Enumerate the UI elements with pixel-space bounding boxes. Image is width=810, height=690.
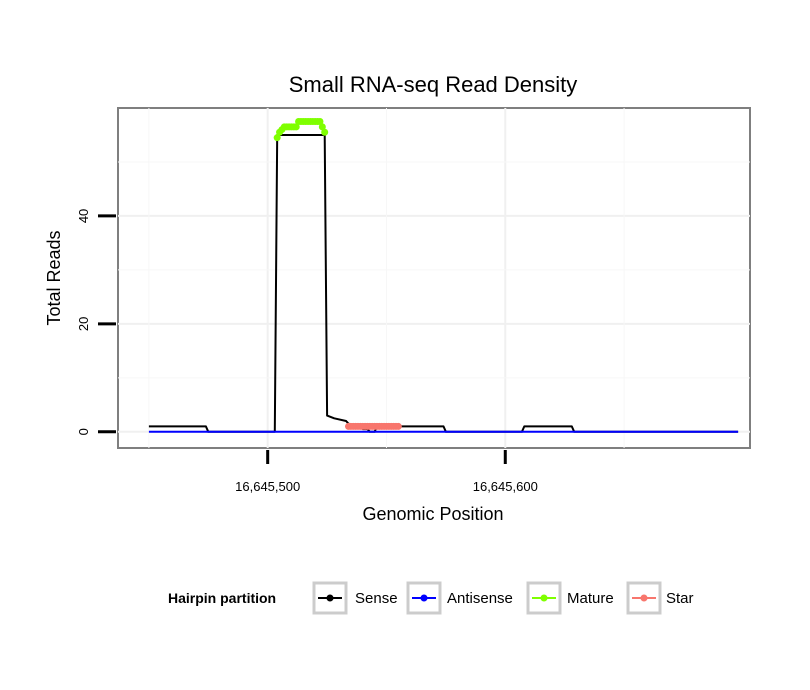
legend-key-marker (420, 594, 428, 602)
y-tick-label: 20 (76, 317, 91, 331)
legend-label: Sense (355, 590, 398, 607)
x-tick-label: 16,645,600 (473, 479, 538, 494)
x-axis-title: Genomic Position (362, 504, 503, 524)
legend-label: Star (666, 590, 694, 607)
legend-item-star: Star (626, 581, 694, 615)
legend-label: Antisense (447, 590, 513, 607)
legend-item-sense: Sense (312, 581, 398, 615)
x-tick-label: 16,645,500 (235, 479, 300, 494)
legend-key-marker (326, 594, 334, 602)
legend-key-marker (540, 594, 548, 602)
legend-title: Hairpin partition (168, 590, 276, 606)
legend-label: Mature (567, 590, 614, 607)
data-point-mature (318, 123, 326, 131)
series-layer (148, 117, 739, 433)
legend-item-mature: Mature (526, 581, 614, 615)
data-point-mature (321, 128, 329, 136)
y-tick-label: 40 (76, 209, 91, 223)
data-point-mature (316, 117, 324, 125)
legend: Hairpin partition Sense Antisense Mature St… (168, 581, 694, 615)
legend-item-antisense: Antisense (406, 581, 513, 615)
chart-title: Small RNA-seq Read Density (289, 72, 578, 97)
axes: 16,645,500 16,645,600 0 20 40 (76, 209, 538, 494)
plot-panel (117, 107, 751, 449)
data-point-star (394, 422, 402, 430)
y-tick-label: 0 (76, 428, 91, 435)
legend-key-marker (640, 594, 648, 602)
data-point-mature (273, 134, 281, 142)
y-axis-title: Total Reads (44, 230, 64, 325)
data-point-mature (292, 123, 300, 131)
